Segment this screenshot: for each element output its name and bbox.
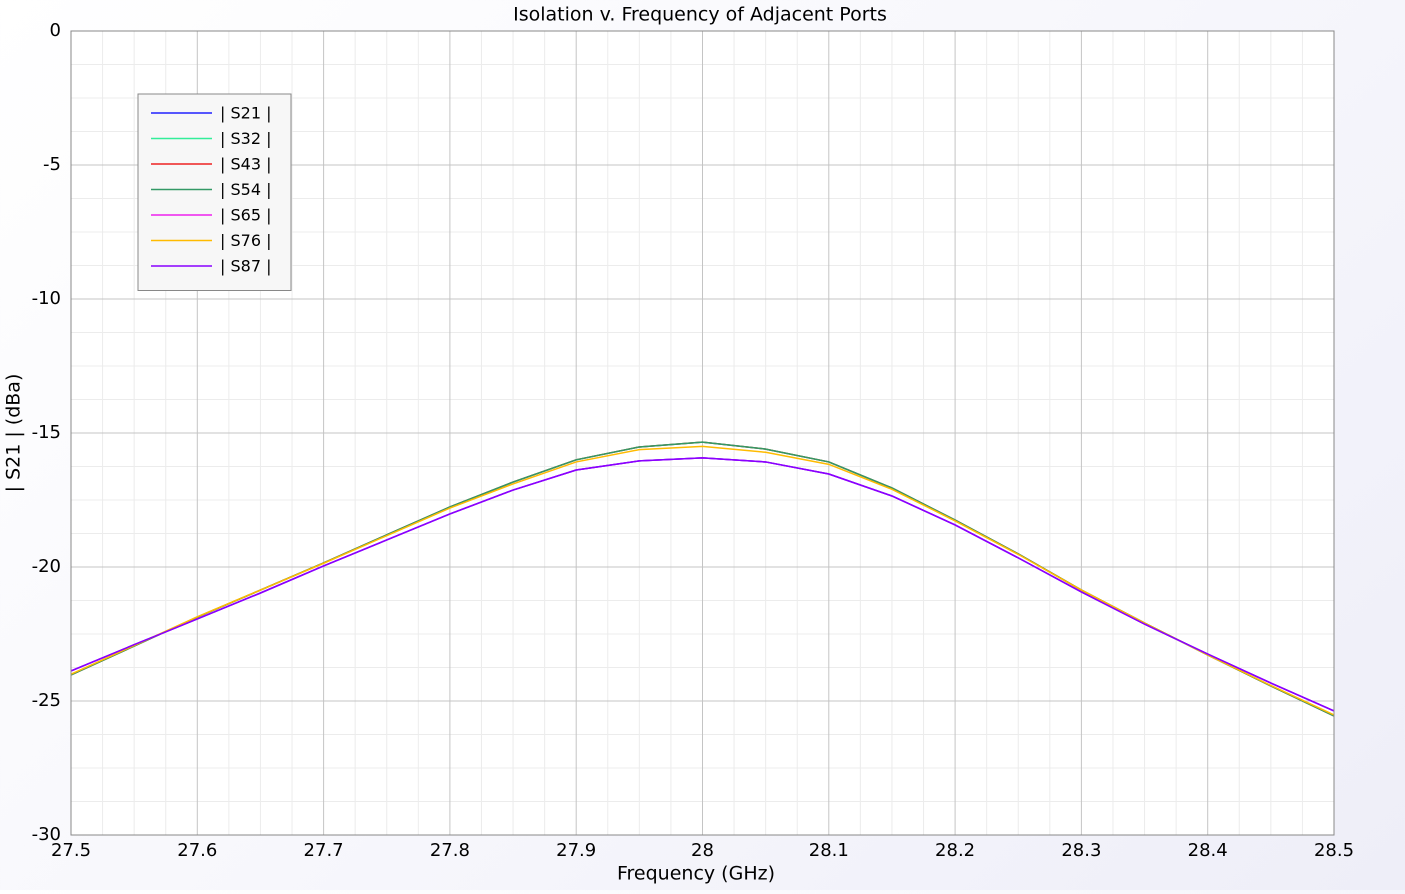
y-tick-label: -30 (32, 824, 61, 845)
plot-frame (70, 30, 1335, 836)
legend-label: | S21 | (220, 104, 271, 123)
x-axis-label: Frequency (GHz) (617, 863, 775, 885)
y-axis-label: | S21 | (dBa) (3, 374, 25, 493)
x-tick-label: 27.5 (51, 840, 91, 861)
x-tick-label: 28.1 (809, 840, 849, 861)
x-tick-label: 27.8 (430, 840, 470, 861)
y-tick-label: 0 (50, 20, 61, 41)
x-tick-label: 28.5 (1314, 840, 1354, 861)
y-tick-label: -20 (32, 556, 61, 577)
legend-box (137, 93, 292, 291)
legend: | S21 | | S32 | | S43 | | S54 | | S65 | | S76… (137, 93, 292, 291)
legend-label: | S76 | (220, 231, 271, 250)
x-tick-label: 28.4 (1188, 840, 1228, 861)
y-tick-label: -15 (32, 422, 61, 443)
x-tick-label: 27.6 (177, 840, 217, 861)
legend-label: | S43 | (220, 155, 271, 174)
x-tick-label: 28.3 (1061, 840, 1101, 861)
series-line (70, 457, 1335, 712)
labels: 27.5 27.6 27.7 27.8 27.9 28 28.1 28.2 28.3 28.4 28… (32, 20, 1354, 861)
legend-label: | S32 | (220, 129, 271, 148)
y-tick-label: -10 (32, 288, 61, 309)
legend-label: | S87 | (220, 257, 271, 276)
y-tick-label: -25 (32, 690, 61, 711)
series-line (70, 445, 1335, 716)
legend-label: | S54 | (220, 180, 271, 199)
x-tick-label: 28 (691, 840, 714, 861)
legend-label: | S65 | (220, 206, 271, 225)
lines (70, 441, 1335, 717)
x-tick-label: 27.9 (556, 840, 596, 861)
x-tick-label: 28.2 (935, 840, 975, 861)
x-tick-label: 27.7 (304, 840, 344, 861)
y-tick-label: -5 (43, 154, 61, 175)
chart-title: Isolation v. Frequency of Adjacent Ports (513, 4, 887, 26)
